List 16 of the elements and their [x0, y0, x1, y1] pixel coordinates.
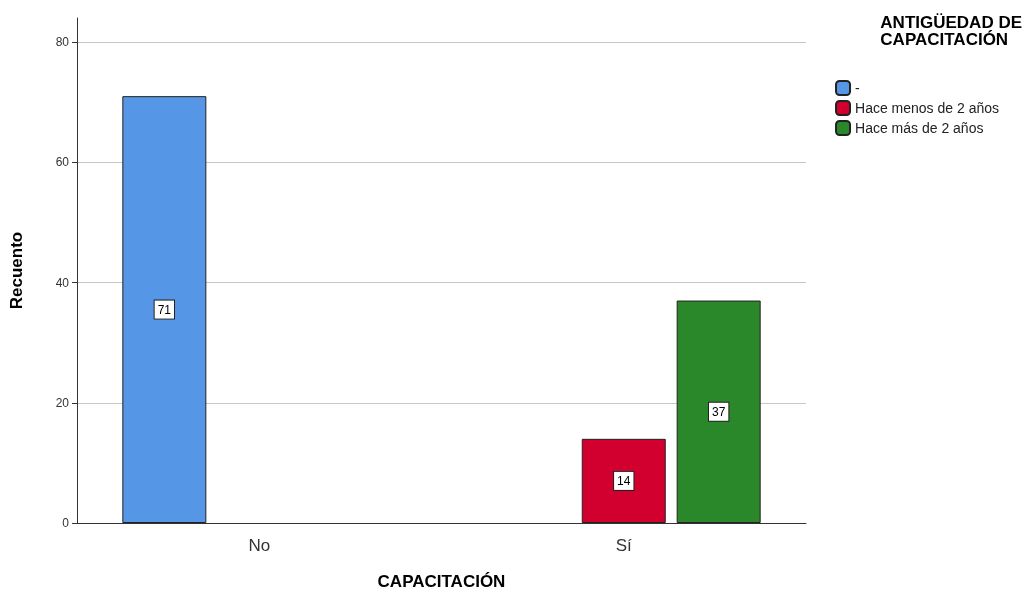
y-tick-label: 60 — [55, 155, 70, 170]
x-tick-label: No — [248, 536, 271, 555]
y-tick-label: 80 — [55, 35, 70, 50]
legend-label: - — [855, 80, 861, 96]
legend-label: Hace más de 2 años — [855, 120, 984, 136]
y-tick-label: 20 — [55, 395, 70, 410]
data-label: 14 — [617, 473, 631, 488]
data-label: 71 — [157, 302, 172, 317]
y-tick-label: 0 — [62, 516, 70, 530]
y-tick-label: 40 — [55, 275, 70, 290]
data-label: 37 — [711, 404, 726, 419]
legend-label: Hace menos de 2 años — [855, 100, 1000, 116]
y-axis-title: Recuento — [7, 231, 26, 310]
legend-title: ANTIGÜEDAD DE CAPACITACIÓN — [880, 13, 1022, 49]
x-tick-label: Sí — [615, 536, 633, 555]
x-axis-title: CAPACITACIÓN — [377, 572, 506, 591]
